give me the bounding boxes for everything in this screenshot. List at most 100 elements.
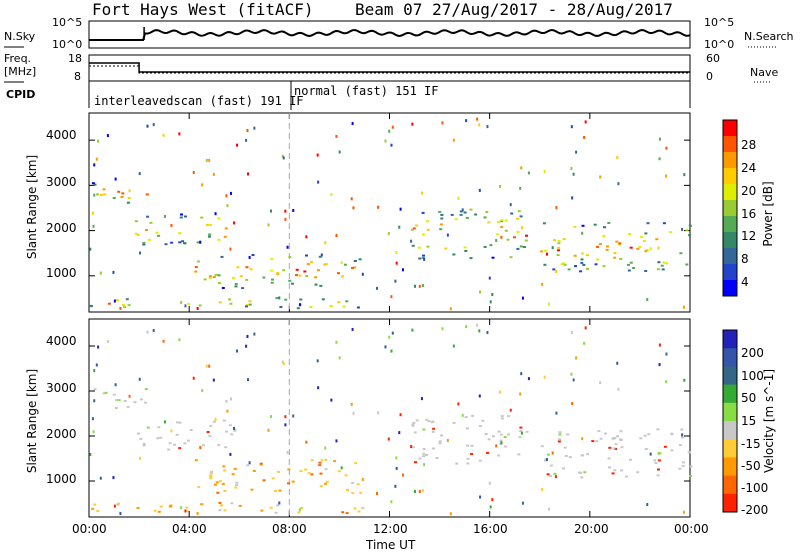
- echo-cell: [120, 196, 124, 198]
- xtick-2000: 20:00: [574, 522, 609, 536]
- echo-cell: [183, 442, 187, 445]
- echo-cell: [678, 467, 682, 470]
- echo-cell: [574, 265, 577, 268]
- velocity-panel: [88, 318, 691, 518]
- echo-cell: [351, 492, 355, 495]
- echo-cell: [337, 470, 341, 473]
- noise-dot: [465, 325, 468, 329]
- noise-dot: [180, 301, 183, 305]
- echo-cell: [422, 448, 426, 451]
- power-cb-tick-12: 12: [741, 229, 757, 243]
- noise-dot: [541, 282, 544, 286]
- nave-trace: [89, 65, 690, 74]
- echo-cell: [142, 242, 146, 244]
- noise-dot: [489, 300, 492, 304]
- xtick-0400: 04:00: [172, 522, 207, 536]
- noise-dot: [99, 476, 102, 480]
- echo-cell: [629, 261, 633, 264]
- echo-cell: [484, 433, 488, 435]
- echo-cell: [206, 431, 210, 433]
- echo-cell: [663, 445, 667, 448]
- freq-left-tick-high: 18: [68, 52, 82, 65]
- noise-dot: [657, 451, 660, 455]
- echo-cell: [497, 430, 501, 433]
- noise-dot: [324, 241, 327, 245]
- noise-dot: [495, 444, 498, 448]
- echo-cell: [629, 458, 632, 461]
- echo-cell: [689, 465, 693, 468]
- echo-cell: [486, 451, 489, 454]
- echo-cell: [628, 232, 632, 235]
- noise-dot: [461, 413, 464, 417]
- noise-dot: [114, 177, 117, 181]
- echo-cell: [411, 424, 415, 427]
- echo-cell: [607, 457, 611, 460]
- noise-dot: [509, 408, 512, 412]
- vel-cb-tick-200: 200: [741, 346, 764, 360]
- noise-dot: [170, 224, 173, 228]
- noise-dot: [491, 498, 494, 502]
- echo-cell: [605, 248, 609, 251]
- echo-cell: [107, 302, 111, 305]
- noise-left-tick-low: 10^0: [52, 38, 83, 51]
- noise-dot: [575, 150, 578, 154]
- noise-dot: [335, 134, 338, 138]
- echo-cell: [678, 444, 682, 447]
- noise-dot: [112, 270, 115, 274]
- echo-cell: [125, 298, 129, 301]
- echo-cell: [180, 213, 183, 216]
- echo-cell: [543, 263, 547, 266]
- noise-dot: [146, 124, 149, 128]
- echo-cell: [558, 438, 561, 441]
- echo-cell: [218, 480, 222, 483]
- noise-dot: [113, 504, 116, 508]
- noise-dot: [411, 328, 414, 332]
- noise-dot: [414, 489, 417, 493]
- noise-dot: [99, 271, 102, 275]
- echo-cell: [159, 505, 163, 508]
- echo-cell: [646, 222, 650, 225]
- noise-dot: [335, 340, 338, 344]
- echo-cell: [603, 226, 606, 229]
- echo-cell: [602, 265, 606, 268]
- noise-dot: [616, 361, 619, 365]
- echo-cell: [643, 434, 647, 437]
- echo-cell: [142, 243, 146, 246]
- echo-cell: [440, 217, 444, 220]
- echo-cell: [194, 266, 198, 269]
- echo-cell: [93, 388, 97, 391]
- echo-cell: [656, 428, 660, 431]
- echo-cell: [91, 182, 95, 185]
- echo-cell: [262, 276, 266, 279]
- power-cb-tick-28: 28: [741, 138, 757, 152]
- echo-cell: [464, 250, 468, 252]
- echo-cell: [644, 250, 648, 253]
- noise-dot: [387, 437, 390, 441]
- echo-cell: [557, 239, 561, 242]
- echo-cell: [613, 252, 617, 254]
- noise-dot: [683, 378, 686, 382]
- echo-cell: [232, 276, 235, 279]
- noise-dot: [500, 235, 503, 239]
- xtick-0000: 00:00: [72, 522, 107, 536]
- noise-dot: [305, 440, 308, 444]
- echo-cell: [287, 468, 291, 471]
- echo-cell: [562, 467, 565, 470]
- noise-dot: [335, 233, 338, 237]
- echo-cell: [605, 245, 609, 248]
- echo-cell: [200, 216, 204, 219]
- noise-dot: [162, 339, 165, 343]
- echo-cell: [278, 489, 282, 492]
- echo-cell: [619, 430, 623, 433]
- noise-dot: [599, 175, 602, 179]
- echo-cell: [274, 490, 277, 492]
- echo-cell: [104, 391, 108, 394]
- echo-cell: [112, 197, 116, 199]
- noise-dot: [214, 417, 217, 421]
- noise-dot: [245, 138, 248, 142]
- echo-cell: [518, 436, 522, 439]
- echo-cell: [425, 454, 429, 456]
- echo-cell: [123, 306, 127, 309]
- noise-dot: [457, 196, 460, 200]
- xtick-2400: 00:00: [674, 522, 709, 536]
